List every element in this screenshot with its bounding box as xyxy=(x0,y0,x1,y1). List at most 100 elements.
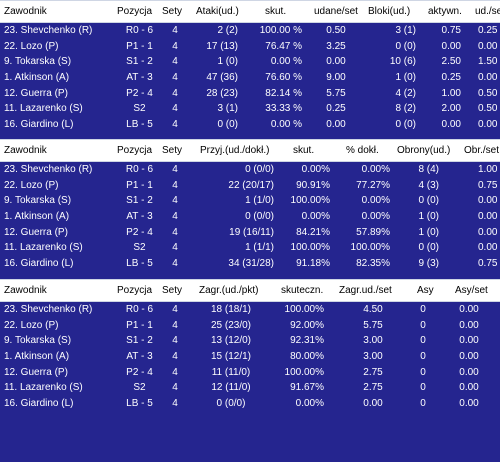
position-cell: P1 - 1 xyxy=(126,40,153,52)
column-header-blocks-per-set[interactable]: ud./set xyxy=(475,6,500,17)
table-row[interactable]: 23. Shevchenko (R) R0 - 6 4 18 (18/1) 10… xyxy=(0,302,500,318)
serves-per-set-cell: 2.75 xyxy=(363,382,383,394)
table-row[interactable]: 1. Atkinson (A) AT - 3 4 0 (0/0) 0.00% 0… xyxy=(0,209,500,225)
column-header-serves-per-set[interactable]: Zagr.ud./set xyxy=(339,285,392,296)
table-row[interactable]: 9. Tokarska (S) S1 - 2 4 1 (1/0) 100.00%… xyxy=(0,193,500,209)
attack-efficiency-cell: 0.00 % xyxy=(270,118,302,130)
reception-accuracy-cell: 0.00% xyxy=(361,164,390,176)
table-row[interactable]: 22. Lozo (P) P1 - 1 4 22 (20/17) 90.91% … xyxy=(0,178,500,194)
column-header-sets[interactable]: Sety xyxy=(162,285,183,296)
table-row[interactable]: 11. Lazarenko (S) S2 4 12 (11/0) 91.67% … xyxy=(0,380,500,396)
reception-efficiency-cell: 90.91% xyxy=(296,179,330,191)
column-header-receptions[interactable]: Przyj.(ud./dokł.) xyxy=(200,145,270,156)
table-row[interactable]: 11. Lazarenko (S) S2 4 3 (1) 33.33 % 0.2… xyxy=(0,101,500,117)
column-header-aces-per-set[interactable]: Asy/set xyxy=(455,285,488,296)
column-header-blocks[interactable]: Bloki(ud.) xyxy=(368,6,411,17)
column-header-position[interactable]: Pozycja xyxy=(117,145,153,156)
receptions-cell: 0 (0/0) xyxy=(245,164,274,176)
blocks-per-set-cell: 0.00 xyxy=(478,72,498,84)
attacks-per-set-cell: 0.00 xyxy=(326,118,346,130)
position-cell: P2 - 4 xyxy=(126,87,153,99)
table-row[interactable]: 9. Tokarska (S) S1 - 2 4 1 (0) 0.00 % 0.… xyxy=(0,54,500,70)
blocks-cell: 8 (2) xyxy=(395,103,416,115)
player-name-cell: 1. Atkinson (A) xyxy=(4,211,70,223)
receptions-cell: 1 (1/1) xyxy=(245,242,274,254)
table-row[interactable]: 23. Shevchenko (R) R0 - 6 4 0 (0/0) 0.00… xyxy=(0,162,500,178)
aces-per-set-cell: 0.00 xyxy=(459,351,479,363)
position-cell: AT - 3 xyxy=(126,351,153,363)
position-cell: S2 xyxy=(133,103,146,115)
table-row[interactable]: 12. Guerra (P) P2 - 4 4 11 (11/0) 100.00… xyxy=(0,364,500,380)
column-header-position[interactable]: Pozycja xyxy=(117,285,153,296)
table-row[interactable]: 12. Guerra (P) P2 - 4 4 19 (16/11) 84.21… xyxy=(0,224,500,240)
column-header-player[interactable]: Zawodnik xyxy=(4,6,47,17)
serves-cell: 13 (12/0) xyxy=(210,335,252,347)
block-activity-cell: 2.50 xyxy=(441,56,461,68)
blocks-cell: 0 (0) xyxy=(395,118,416,130)
table-row[interactable]: 16. Giardino (L) LB - 5 4 34 (31/28) 91.… xyxy=(0,256,500,272)
sets-cell: 4 xyxy=(172,226,178,238)
column-header-player[interactable]: Zawodnik xyxy=(4,285,47,296)
aces-cell: 0 xyxy=(420,351,426,363)
receptions-cell: 22 (20/17) xyxy=(228,179,274,191)
attacks-per-set-cell: 0.50 xyxy=(326,25,346,37)
table-row[interactable]: 23. Shevchenko (R) R0 - 6 4 2 (2) 100.00… xyxy=(0,23,500,39)
receptions-cell: 34 (31/28) xyxy=(228,257,274,269)
reception-efficiency-cell: 0.00% xyxy=(301,164,330,176)
column-header-serves[interactable]: Zagr.(ud./pkt) xyxy=(199,285,259,296)
table-row[interactable]: 16. Giardino (L) LB - 5 4 0 (0/0) 0.00% … xyxy=(0,396,500,412)
receptions-cell: 1 (1/0) xyxy=(245,195,274,207)
column-header-reception-efficiency[interactable]: skut. xyxy=(293,145,315,156)
blocks-per-set-cell: 1.50 xyxy=(478,56,498,68)
serve-efficiency-cell: 100.00% xyxy=(284,304,324,316)
aces-per-set-cell: 0.00 xyxy=(459,397,479,409)
attacks-per-set-cell: 5.75 xyxy=(326,87,346,99)
table-row[interactable]: 9. Tokarska (S) S1 - 2 4 13 (12/0) 92.31… xyxy=(0,333,500,349)
blocks-per-set-cell: 0.50 xyxy=(478,87,498,99)
table-row[interactable]: 22. Lozo (P) P1 - 1 4 17 (13) 76.47 % 3.… xyxy=(0,39,500,55)
table-row[interactable]: 11. Lazarenko (S) S2 4 1 (1/1) 100.00% 1… xyxy=(0,240,500,256)
position-cell: R0 - 6 xyxy=(125,304,154,316)
reception-accuracy-cell: 57.89% xyxy=(356,226,390,238)
column-header-defenses[interactable]: Obrony(ud.) xyxy=(397,145,451,156)
column-header-reception-accuracy[interactable]: % dokł. xyxy=(346,145,379,156)
column-header-attacks[interactable]: Ataki(ud.) xyxy=(196,6,239,17)
table-row[interactable]: 1. Atkinson (A) AT - 3 4 15 (12/1) 80.00… xyxy=(0,349,500,365)
position-cell: P2 - 4 xyxy=(126,226,153,238)
table-row[interactable]: 1. Atkinson (A) AT - 3 4 47 (36) 76.60 %… xyxy=(0,70,500,86)
attacks-cell: 28 (23) xyxy=(206,87,238,99)
defenses-per-set-cell: 0.00 xyxy=(478,195,498,207)
sets-cell: 4 xyxy=(172,366,178,378)
attack-efficiency-cell: 0.00 % xyxy=(270,56,302,68)
sets-cell: 4 xyxy=(172,87,178,99)
column-header-block-activity[interactable]: aktywn. xyxy=(428,6,462,17)
aces-cell: 0 xyxy=(420,335,426,347)
player-name-cell: 16. Giardino (L) xyxy=(4,397,74,409)
player-name-cell: 23. Shevchenko (R) xyxy=(4,304,93,316)
column-header-serve-efficiency[interactable]: skuteczn. xyxy=(281,285,324,296)
position-cell: P1 - 1 xyxy=(126,319,153,331)
position-cell: P2 - 4 xyxy=(126,366,153,378)
defenses-per-set-cell: 1.00 xyxy=(478,164,498,176)
column-header-sets[interactable]: Sety xyxy=(162,145,183,156)
serves-per-set-cell: 2.75 xyxy=(363,366,383,378)
player-name-cell: 9. Tokarska (S) xyxy=(4,56,72,68)
player-name-cell: 16. Giardino (L) xyxy=(4,257,74,269)
column-header-sets[interactable]: Sety xyxy=(162,6,183,17)
column-header-defenses-per-set[interactable]: Obr./set xyxy=(464,145,500,156)
position-cell: P1 - 1 xyxy=(126,179,153,191)
table-row[interactable]: 12. Guerra (P) P2 - 4 4 28 (23) 82.14 % … xyxy=(0,85,500,101)
column-header-attacks-per-set[interactable]: udane/set xyxy=(314,6,358,17)
column-header-aces[interactable]: Asy xyxy=(417,285,434,296)
column-header-attack-efficiency[interactable]: skut. xyxy=(265,6,287,17)
reception-accuracy-cell: 100.00% xyxy=(350,242,390,254)
column-header-position[interactable]: Pozycja xyxy=(117,6,153,17)
attacks-per-set-cell: 9.00 xyxy=(326,72,346,84)
column-header-player[interactable]: Zawodnik xyxy=(4,145,47,156)
receptions-cell: 0 (0/0) xyxy=(245,211,274,223)
aces-per-set-cell: 0.00 xyxy=(459,304,479,316)
serves-cell: 0 (0/0) xyxy=(216,397,246,409)
serves-per-set-cell: 3.00 xyxy=(363,335,383,347)
table-row[interactable]: 22. Lozo (P) P1 - 1 4 25 (23/0) 92.00% 5… xyxy=(0,318,500,334)
table-row[interactable]: 16. Giardino (L) LB - 5 4 0 (0) 0.00 % 0… xyxy=(0,117,500,133)
